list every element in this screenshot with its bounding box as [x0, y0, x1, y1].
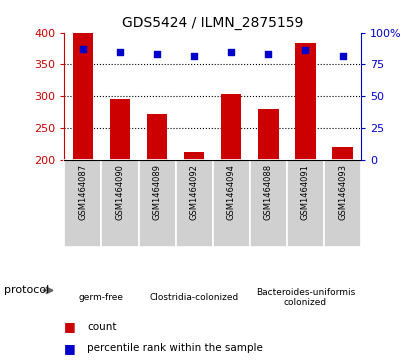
Point	[191, 53, 198, 58]
Text: GSM1464088: GSM1464088	[264, 164, 273, 220]
Bar	[139, 160, 176, 247]
Text: ■: ■	[64, 342, 76, 355]
Bar	[221, 94, 242, 160]
Text: GSM1464094: GSM1464094	[227, 164, 236, 220]
Bar	[258, 109, 278, 160]
Bar	[64, 160, 101, 247]
Text: GSM1464093: GSM1464093	[338, 164, 347, 220]
Text: GSM1464090: GSM1464090	[115, 164, 124, 220]
Text: count: count	[87, 322, 117, 332]
Text: protocol: protocol	[4, 285, 49, 295]
Bar	[287, 160, 324, 247]
Bar	[332, 147, 353, 160]
Point	[265, 52, 272, 57]
Bar	[324, 160, 361, 247]
Text: germ-free: germ-free	[79, 293, 124, 302]
Point	[80, 46, 86, 52]
Text: GSM1464092: GSM1464092	[190, 164, 199, 220]
Bar	[250, 160, 287, 247]
Bar	[176, 160, 213, 247]
Point	[228, 49, 234, 55]
Bar	[213, 160, 250, 247]
Title: GDS5424 / ILMN_2875159: GDS5424 / ILMN_2875159	[122, 16, 303, 30]
Text: Clostridia-colonized: Clostridia-colonized	[149, 293, 239, 302]
Point	[339, 53, 346, 58]
Bar	[184, 152, 204, 160]
Text: percentile rank within the sample: percentile rank within the sample	[87, 343, 263, 354]
Point	[117, 49, 123, 55]
Bar	[110, 99, 130, 160]
Bar	[73, 33, 93, 160]
Text: Bacteroides-uniformis
colonized: Bacteroides-uniformis colonized	[256, 288, 355, 307]
Text: GSM1464089: GSM1464089	[153, 164, 161, 220]
Bar	[147, 114, 167, 160]
Bar	[295, 44, 316, 160]
Point	[154, 52, 160, 57]
Text: ■: ■	[64, 320, 76, 333]
Text: GSM1464087: GSM1464087	[78, 164, 88, 220]
Bar	[101, 160, 139, 247]
Text: GSM1464091: GSM1464091	[301, 164, 310, 220]
Point	[302, 48, 309, 53]
